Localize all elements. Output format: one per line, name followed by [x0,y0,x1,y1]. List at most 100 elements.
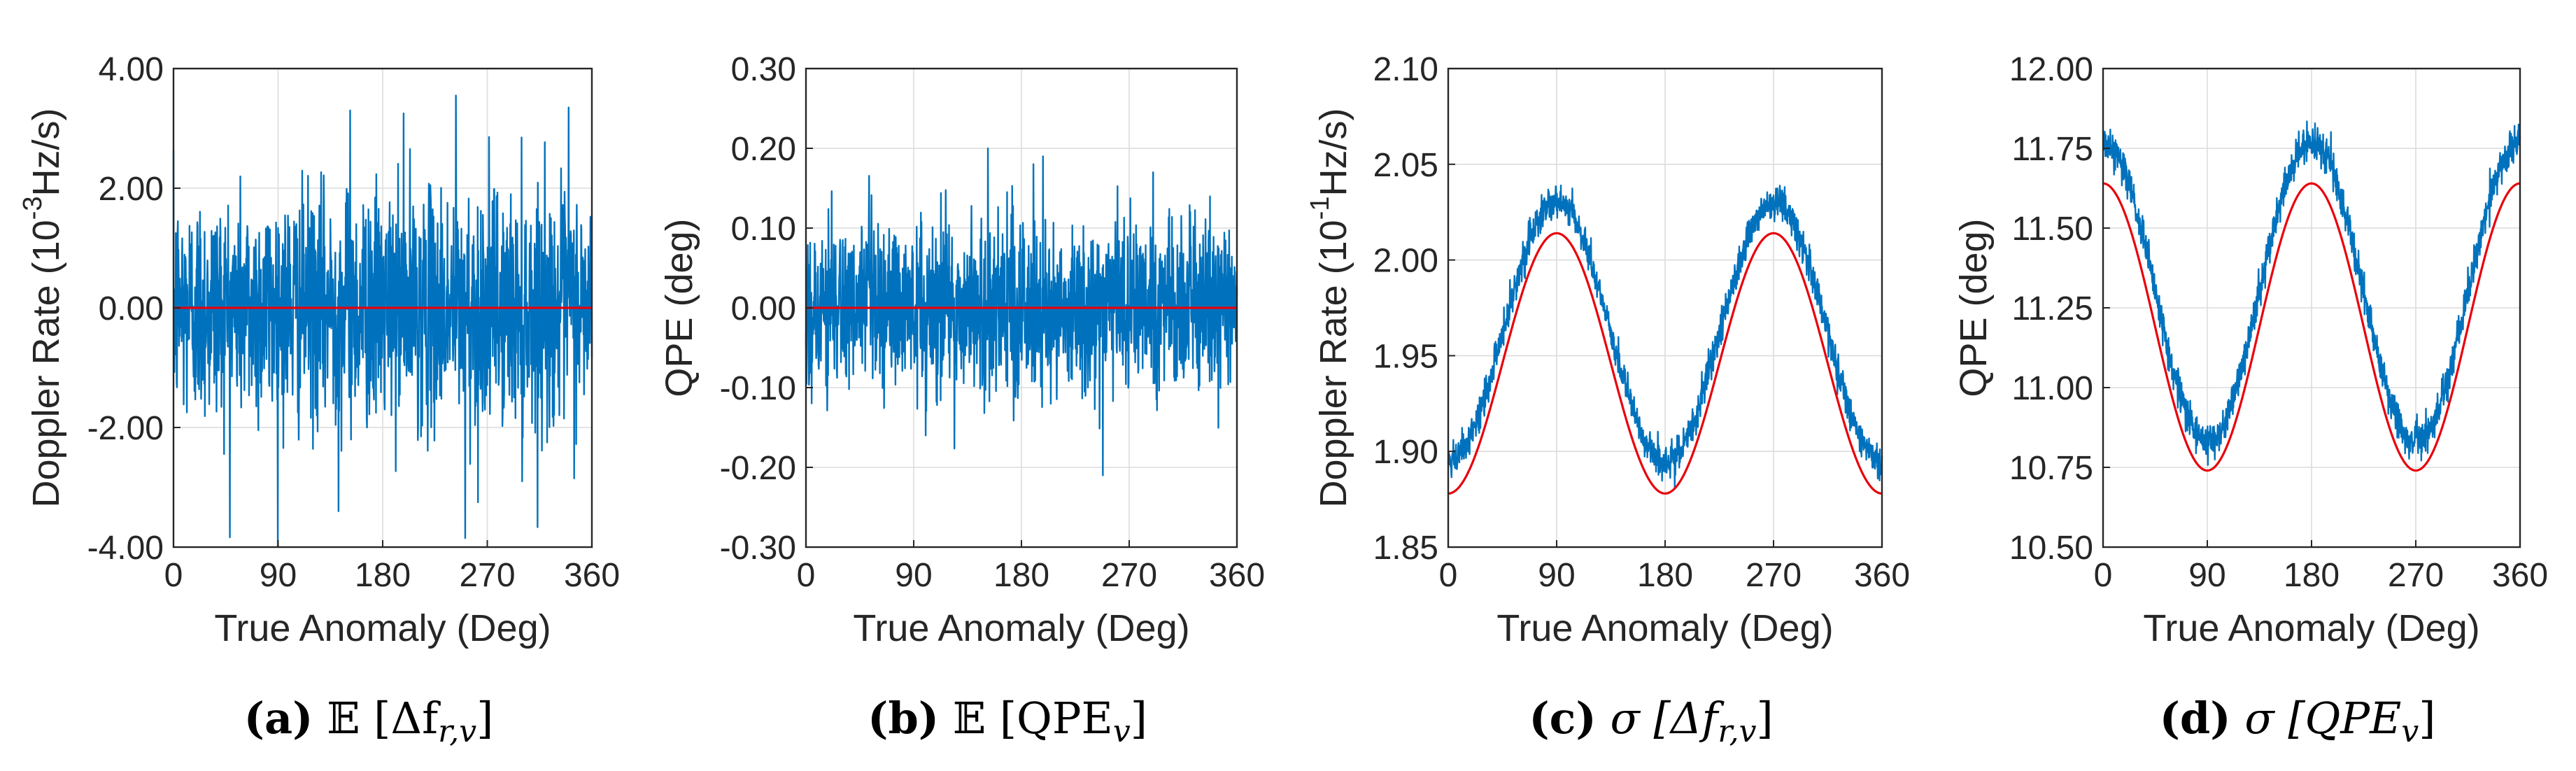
panel-c-caption-sub: r,v [1718,714,1756,749]
panel-a-x-tick-label: 270 [459,557,515,594]
panel-b-y-tick-label: -0.20 [720,450,796,487]
panel-a-lines [172,94,593,547]
panel-d-y-axis-label: QPE (deg) [1953,218,1995,397]
panel-b-x-tick-label: 0 [797,557,816,594]
panel-b-y-ticks: 0.30 0.20 0.10 0.00 -0.10 -0.20 -0.30 [720,51,813,567]
panel-c-caption-math: σ [Δf [1610,693,1725,744]
panel-a-y-tick-label: 0.00 [99,290,164,327]
panel-d-caption-close: ] [2419,693,2435,744]
panel-d-x-tick-label: 180 [2284,557,2340,594]
panel-c-y-tick-label: 1.95 [1373,338,1438,375]
panel-a-y-label-main: Doppler Rate (10 [25,220,67,507]
panel-b-x-ticks: 0 90 180 270 360 [797,540,1265,594]
panel-c-y-tick-label: 2.00 [1373,243,1438,280]
panel-d-caption-math: σ [QPE [2244,693,2401,744]
panel-c-y-tick-label: 1.90 [1373,434,1438,471]
panel-a-caption: (a) 𝔼 [Δfr,v] [244,693,494,749]
panel-d-x-ticks: 0 90 180 270 360 [2094,540,2548,594]
panel-d-grid [2102,68,2521,548]
panel-a-caption-math: 𝔼 [Δf [327,693,441,744]
panel-d-y-tick-label: 11.50 [2011,211,2093,248]
panel-c-y-label-unit: Hz/s) [1312,108,1354,196]
panel-a-x-ticks: 0 90 180 270 360 [164,540,620,594]
panel-d-caption-sub: v [2401,714,2419,749]
panel-c-y-tick-label: 1.85 [1373,530,1438,567]
panel-b-y-tick-label: 0.00 [731,290,796,327]
panel-d-y-ticks: 12.00 11.75 11.50 11.25 11.00 10.75 10.50 [2009,51,2110,567]
panel-c: 0 90 180 270 360 2.10 2.05 2.00 1.95 1.90 1.85 Tr… [1305,51,1910,749]
panel-c-y-ticks: 2.10 2.05 2.00 1.95 1.90 1.85 [1373,51,1455,567]
panel-a-y-tick-label: -4.00 [87,530,164,567]
panel-c-caption-close: ] [1756,693,1773,744]
panel-a-y-ticks: 4.00 2.00 0.00 -2.00 -4.00 [87,51,181,567]
panel-c-x-axis-label: True Anomaly (Deg) [1496,607,1833,649]
panel-b: 0 90 180 270 360 0.30 0.20 0.10 0.00 -0.10 -0.20 -… [658,51,1265,749]
panel-c-lines [1447,184,1883,495]
panel-b-y-tick-label: -0.10 [720,370,796,407]
panel-b-y-tick-label: 0.10 [731,211,796,248]
panel-d-model-series [2102,182,2521,472]
panel-c-x-tick-label: 180 [1637,557,1693,594]
panel-b-x-tick-label: 270 [1101,557,1157,594]
panel-b-x-tick-label: 360 [1209,557,1265,594]
panel-d-x-tick-label: 360 [2492,557,2548,594]
panel-d-simulated-series [2102,120,2521,466]
panel-d-caption-label: (d) [2160,693,2231,744]
panel-a: 0 90 180 270 360 4.00 2.00 0.00 -2.00 -4.00 True… [18,51,620,749]
panel-c-x-tick-label: 0 [1439,557,1458,594]
panel-a-y-tick-label: -2.00 [87,410,164,447]
panel-d-x-tick-label: 0 [2094,557,2113,594]
panel-a-x-axis-label: True Anomaly (Deg) [214,607,551,649]
panel-b-caption-sub: v [1113,714,1131,749]
panel-c-y-label-sup: -1 [1305,196,1335,220]
panel-a-y-label-sup: -3 [18,196,48,220]
panel-d-y-tick-label: 11.00 [2011,370,2093,407]
panel-a-x-tick-label: 180 [355,557,411,594]
panel-d-y-tick-label: 10.50 [2009,530,2093,567]
panel-b-x-axis-label: True Anomaly (Deg) [853,607,1189,649]
panel-d-y-label-main: QPE (deg) [1953,218,1995,397]
panel-b-y-axis-label: QPE (deg) [658,218,700,397]
panel-d-caption: (d) σ [QPEv] [2160,693,2436,749]
panel-d-x-axis-label: True Anomaly (Deg) [2143,607,2479,649]
panel-c-simulated-series [1447,184,1883,488]
panel-a-x-tick-label: 360 [564,557,620,594]
panel-a-y-tick-label: 4.00 [99,51,164,88]
panel-d-y-tick-label: 11.25 [2011,290,2093,327]
panel-d-y-tick-label: 11.75 [2011,131,2093,168]
panel-b-caption-close: ] [1131,693,1147,744]
panel-d-x-tick-label: 90 [2188,557,2225,594]
panel-c-caption: (c) σ [Δfr,v] [1529,693,1773,749]
panel-c-y-tick-label: 2.05 [1373,147,1438,184]
panel-b-simulated-series [805,147,1238,476]
panel-c-y-axis-label: Doppler Rate (10-1Hz/s) [1305,108,1354,507]
panel-c-model-series [1448,232,1883,495]
panel-c-y-tick-label: 2.10 [1373,51,1438,88]
panel-a-x-tick-label: 90 [260,557,297,594]
panel-c-x-tick-label: 90 [1538,557,1575,594]
panel-a-x-tick-label: 0 [164,557,183,594]
panel-b-y-tick-label: 0.20 [731,131,796,168]
panel-c-y-label-main: Doppler Rate (10 [1312,220,1354,507]
panel-c-x-tick-label: 270 [1746,557,1802,594]
panel-d-y-tick-label: 10.75 [2009,450,2093,487]
panel-b-caption: (b) 𝔼 [QPEv] [868,693,1147,749]
panel-b-caption-math: 𝔼 [QPE [953,693,1113,744]
panel-a-caption-label: (a) [244,693,313,744]
panel-d-lines [2102,120,2521,472]
panel-d-y-tick-label: 12.00 [2009,51,2093,88]
panel-b-y-label-main: QPE (deg) [658,218,700,397]
panel-b-x-tick-label: 180 [993,557,1049,594]
panel-b-x-tick-label: 90 [895,557,932,594]
panel-a-caption-close: ] [476,693,493,744]
panel-c-x-tick-label: 360 [1854,557,1910,594]
panel-c-caption-label: (c) [1529,693,1596,744]
panel-a-y-tick-label: 2.00 [99,171,164,208]
panel-a-y-label-unit: Hz/s) [25,108,67,196]
panel-b-caption-label: (b) [868,693,939,744]
panel-b-y-tick-label: -0.30 [720,530,796,567]
panel-c-x-ticks: 0 90 180 270 360 [1439,540,1910,594]
panel-b-y-tick-label: 0.30 [731,51,796,88]
panel-d: 0 90 180 270 360 12.00 11.75 11.50 11.25 11.00 10… [1953,51,2548,749]
